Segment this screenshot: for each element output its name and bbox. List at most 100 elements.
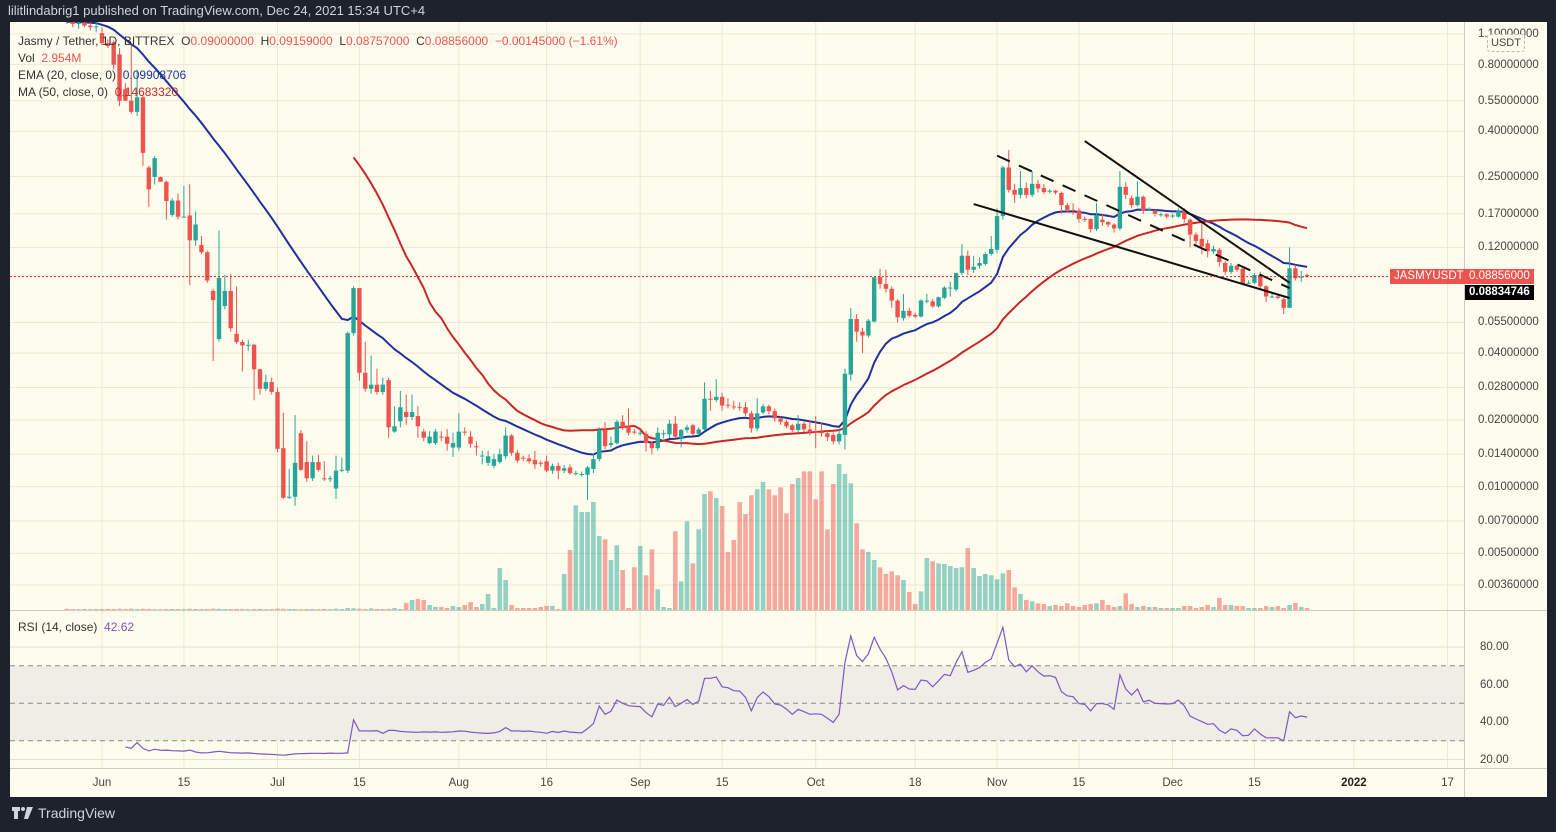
last-price-label: 0.08856000 xyxy=(1465,268,1534,284)
candle-body xyxy=(1211,248,1216,252)
volume-bar xyxy=(626,608,631,610)
candle-body xyxy=(1070,209,1076,211)
trendline-drawings[interactable] xyxy=(973,140,1291,299)
volume-bar xyxy=(713,498,719,610)
volume-bars xyxy=(64,464,1310,610)
currency-button[interactable]: USDT xyxy=(1487,34,1525,52)
volume-bar xyxy=(403,603,409,610)
volume-bar xyxy=(374,609,380,610)
candle-body xyxy=(1293,268,1298,279)
candle-body xyxy=(216,277,222,340)
rsi-legend-row[interactable]: RSI (14, close) 42.62 xyxy=(18,620,134,634)
candle-body xyxy=(433,431,438,444)
time-tick-label: 15 xyxy=(1248,777,1261,789)
volume-bar xyxy=(1275,606,1281,610)
candle-body xyxy=(474,446,479,448)
volume-bar xyxy=(362,609,368,610)
candle-body xyxy=(275,392,280,449)
volume-bar xyxy=(339,609,345,610)
volume-bar xyxy=(731,540,737,610)
volume-bar xyxy=(468,602,473,610)
volume-bar xyxy=(286,609,292,610)
open-value: 0.09000000 xyxy=(190,34,254,48)
ma-legend-row[interactable]: MA (50, close, 0) 0.14683320 xyxy=(18,85,178,99)
volume-bar xyxy=(901,580,906,610)
candle-body xyxy=(99,33,105,44)
candle-body xyxy=(673,423,678,437)
volume-bar xyxy=(316,609,321,610)
volume-bar xyxy=(579,512,584,610)
volume-bar xyxy=(602,539,608,610)
candle-body xyxy=(503,435,508,457)
volume-bar xyxy=(1164,608,1169,610)
candle-body xyxy=(702,398,707,430)
candle-body xyxy=(181,216,187,218)
volume-bar xyxy=(749,495,754,610)
volume-bar xyxy=(1298,607,1304,610)
candle-body xyxy=(801,423,807,430)
volume-bar xyxy=(836,464,842,610)
volume-bar xyxy=(199,609,204,610)
rsi-tick-label: 20.00 xyxy=(1480,753,1509,766)
candle-body xyxy=(749,413,754,429)
candle-body xyxy=(105,43,111,47)
volume-bar xyxy=(977,576,982,610)
ema-legend-row[interactable]: EMA (20, close, 0) 0.09908706 xyxy=(18,68,186,82)
volume-bar xyxy=(175,609,181,610)
volume-bar xyxy=(866,552,871,610)
volume-legend-row[interactable]: Vol 2.954M xyxy=(18,51,81,65)
time-tick-label: 17 xyxy=(1441,777,1454,789)
volume-bar xyxy=(608,560,614,610)
candle-body xyxy=(357,288,362,373)
volume-bar xyxy=(760,482,766,610)
candle-body xyxy=(1187,219,1193,235)
volume-bar xyxy=(561,574,567,610)
candle-body xyxy=(544,461,549,471)
volume-bar xyxy=(1076,607,1082,610)
candle-body xyxy=(521,457,526,459)
candle-body xyxy=(1275,296,1281,298)
candle-body xyxy=(667,423,672,435)
volume-bar xyxy=(1035,603,1041,610)
volume-bar xyxy=(585,512,590,610)
volume-bar xyxy=(1064,603,1070,610)
tradingview-logo-icon xyxy=(12,807,33,819)
symbol-legend-row[interactable]: Jasmy / Tether, 1D, BITTREX O0.09000000 … xyxy=(18,34,618,48)
volume-bar xyxy=(643,575,649,610)
candle-body xyxy=(1035,183,1041,189)
candle-body xyxy=(123,89,128,101)
rsi-line xyxy=(125,625,1308,756)
candle-body xyxy=(649,443,655,449)
candle-body xyxy=(597,429,602,460)
candle-body xyxy=(1299,276,1304,278)
candle-body xyxy=(281,448,286,498)
change-value: −0.00145000 (−1.61%) xyxy=(494,34,618,48)
tradingview-logo[interactable]: TradingView xyxy=(12,805,115,821)
candle-body xyxy=(807,429,813,433)
volume-bar xyxy=(409,600,415,610)
volume-bar xyxy=(1258,608,1263,610)
candle-body xyxy=(251,344,257,370)
candle-body xyxy=(959,255,965,273)
volume-bar xyxy=(877,567,883,610)
candle-body xyxy=(1000,167,1006,217)
candle-body xyxy=(825,433,830,438)
candle-body xyxy=(854,318,859,332)
volume-bar xyxy=(269,609,274,610)
candle-body xyxy=(1234,265,1240,270)
volume-bar xyxy=(450,606,456,610)
price-tick-label: 0.12000000 xyxy=(1478,241,1539,254)
volume-bar xyxy=(772,495,778,610)
volume-bar xyxy=(140,608,146,610)
candle-body xyxy=(65,18,69,22)
volume-bar xyxy=(433,607,438,610)
candle-body xyxy=(731,406,736,408)
candle-body xyxy=(1041,188,1047,193)
candle-body xyxy=(1141,196,1146,211)
volume-bar xyxy=(696,529,701,610)
candle-body xyxy=(848,318,853,375)
candle-body xyxy=(573,473,579,475)
candle-body xyxy=(485,456,491,463)
